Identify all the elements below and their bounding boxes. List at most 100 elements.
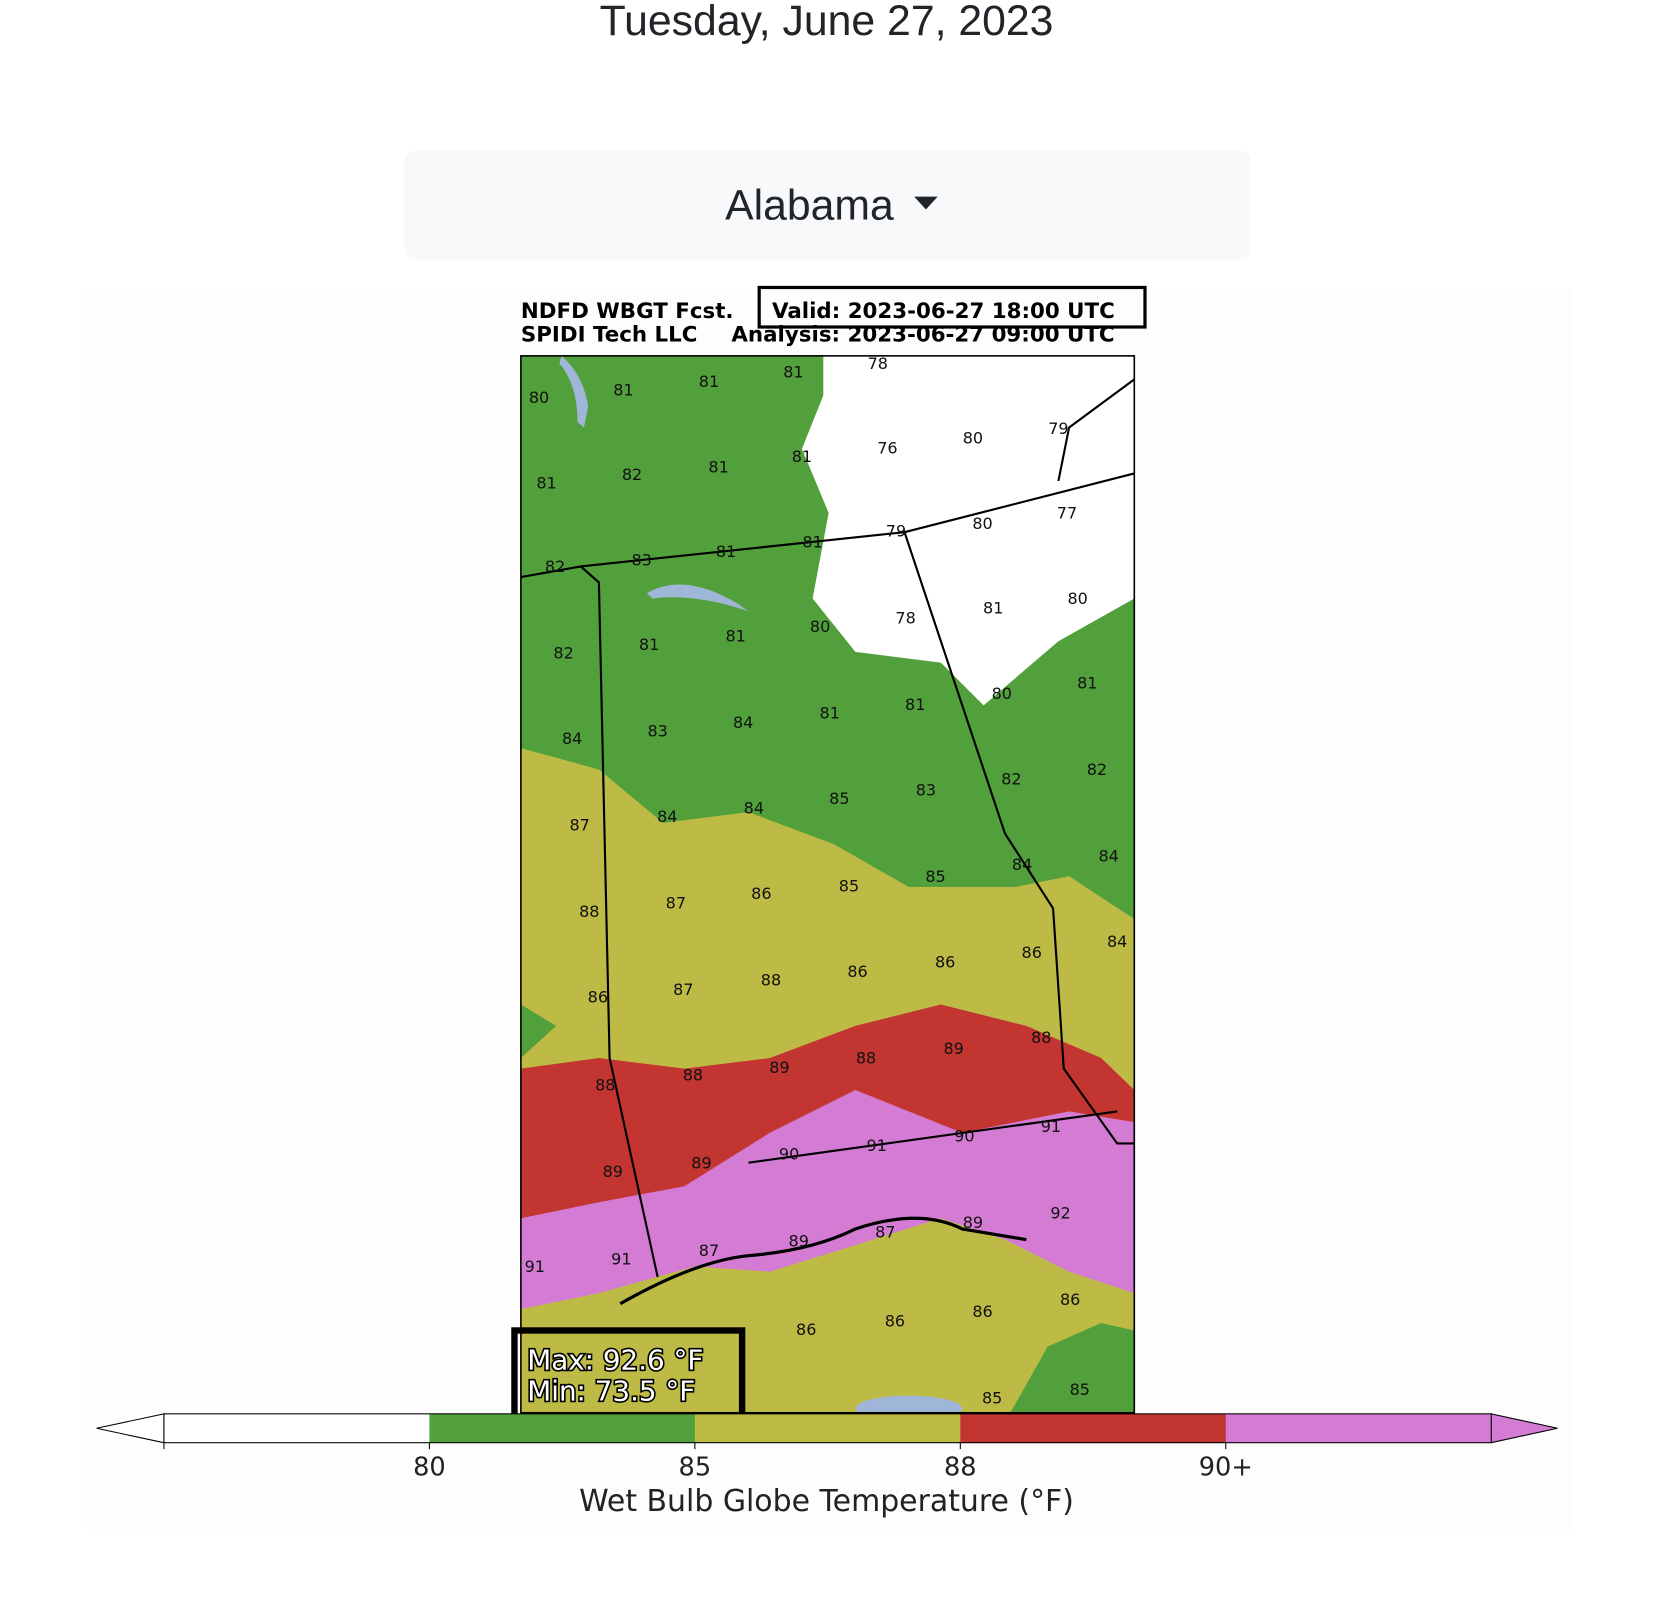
dropdown-label[interactable]: Alabama bbox=[725, 182, 894, 230]
map-value-label: 89 bbox=[769, 1058, 789, 1077]
coastline bbox=[619, 1216, 1027, 1306]
map-value-label: 87 bbox=[875, 1223, 895, 1242]
map-value-label: 81 bbox=[783, 362, 803, 381]
map-value-label: 85 bbox=[1070, 1380, 1090, 1399]
map-value-label: 81 bbox=[905, 695, 925, 714]
colorbar-outline bbox=[163, 1413, 1492, 1444]
map-value-label: 86 bbox=[1022, 943, 1042, 962]
map-value-label: 88 bbox=[761, 971, 781, 990]
map-value-label: 81 bbox=[639, 635, 659, 654]
map-value-label: 80 bbox=[810, 617, 830, 636]
map-value-label: 85 bbox=[839, 876, 859, 895]
analysis-time: Analysis: 2023-06-27 09:00 UTC bbox=[731, 323, 1114, 348]
zone-green-west bbox=[520, 1004, 557, 1058]
map-value-label: 81 bbox=[820, 703, 840, 722]
map-value-label: 89 bbox=[789, 1231, 809, 1250]
map-value-label: 89 bbox=[943, 1039, 963, 1058]
map-value-label: 79 bbox=[1048, 419, 1068, 438]
stat-max: Max: 92.6 °F bbox=[527, 1343, 703, 1376]
map-value-label: 90 bbox=[779, 1145, 799, 1164]
date-heading: Tuesday, June 27, 2023 bbox=[600, 0, 1054, 45]
map-value-label: 83 bbox=[916, 780, 936, 799]
map-value-label: 89 bbox=[603, 1162, 623, 1181]
map-value-label: 84 bbox=[1107, 932, 1127, 951]
colorbar-tick-label: 80 bbox=[413, 1452, 446, 1482]
colorbar-tick-label: 90+ bbox=[1199, 1452, 1253, 1482]
map-value-label: 81 bbox=[1077, 673, 1097, 692]
zone-green-gulf bbox=[1010, 1323, 1135, 1413]
map-value-label: 80 bbox=[1067, 589, 1087, 608]
map-value-label: 84 bbox=[562, 729, 582, 748]
colorbar-segment bbox=[163, 1413, 430, 1443]
colorbar-tick-label: 85 bbox=[679, 1452, 712, 1482]
map: 80 81 81 81 78 80 79 76 81 81 82 81 77 80 79 81 81 83 82 80… bbox=[520, 355, 1135, 1413]
river bbox=[559, 355, 589, 428]
map-value-label: 91 bbox=[867, 1136, 887, 1155]
map-value-label: 81 bbox=[708, 458, 728, 477]
map-value-label: 86 bbox=[1060, 1290, 1080, 1309]
map-value-label: 81 bbox=[725, 626, 745, 645]
map-source: SPIDI Tech LLC bbox=[521, 323, 698, 348]
map-value-label: 81 bbox=[613, 381, 633, 400]
map-value-label: 82 bbox=[553, 644, 573, 663]
colorbar-label: Wet Bulb Globe Temperature (°F) bbox=[579, 1484, 1074, 1519]
map-value-label: 83 bbox=[631, 551, 651, 570]
map-value-label: 85 bbox=[925, 867, 945, 886]
map-value-label: 88 bbox=[579, 902, 599, 921]
colorbar-tick-label: 88 bbox=[944, 1452, 977, 1482]
map-value-label: 89 bbox=[691, 1153, 711, 1172]
map-value-label: 81 bbox=[802, 532, 822, 551]
map-value-label: 92 bbox=[1050, 1204, 1070, 1223]
colorbar-segment bbox=[1225, 1413, 1492, 1443]
dropdown[interactable] bbox=[404, 150, 1251, 260]
map-value-label: 86 bbox=[972, 1302, 992, 1321]
map-frame bbox=[520, 355, 1136, 1414]
map-value-label: 86 bbox=[847, 962, 867, 981]
map-value-label: 86 bbox=[885, 1311, 905, 1330]
map-value-label: 80 bbox=[963, 429, 983, 448]
map-labels: 80 81 81 81 78 80 79 76 81 81 82 81 77 80 79 81 81 83 82 80… bbox=[525, 356, 1128, 1408]
map-value-label: 81 bbox=[716, 542, 736, 561]
map-value-label: 87 bbox=[673, 980, 693, 999]
map-value-label: 89 bbox=[963, 1213, 983, 1232]
map-value-label: 78 bbox=[895, 608, 915, 627]
map-value-label: 87 bbox=[569, 816, 589, 835]
map-value-label: 82 bbox=[622, 465, 642, 484]
map-value-label: 91 bbox=[1041, 1117, 1061, 1136]
map-value-label: 82 bbox=[545, 557, 565, 576]
colorbar: 80 85 88 90+ bbox=[96, 1413, 1558, 1482]
map-value-label: 81 bbox=[536, 474, 556, 493]
map-value-label: 84 bbox=[1098, 847, 1118, 866]
state-borders bbox=[520, 378, 1135, 1278]
colorbar-segment bbox=[694, 1413, 961, 1443]
map-value-label: 86 bbox=[751, 884, 771, 903]
map-value-label: 82 bbox=[1087, 760, 1107, 779]
dropdown-caret[interactable] bbox=[914, 196, 938, 210]
map-value-label: 79 bbox=[886, 522, 906, 541]
colorbar-segment bbox=[429, 1413, 696, 1443]
map-value-label: 83 bbox=[647, 722, 667, 741]
map-value-label: 77 bbox=[1057, 504, 1077, 523]
map-value-label: 86 bbox=[588, 988, 608, 1007]
map-value-label: 76 bbox=[877, 438, 897, 457]
water bbox=[855, 1395, 963, 1413]
map-value-label: 84 bbox=[733, 713, 753, 732]
map-value-label: 81 bbox=[699, 372, 719, 391]
map-value-label: 80 bbox=[529, 388, 549, 407]
map-value-label: 84 bbox=[744, 798, 764, 817]
stat-min: Min: 73.5 °F bbox=[527, 1374, 695, 1407]
map-value-label: 85 bbox=[829, 789, 849, 808]
map-value-label: 80 bbox=[992, 684, 1012, 703]
map-value-label: 88 bbox=[595, 1075, 615, 1094]
map-value-label: 81 bbox=[792, 447, 812, 466]
valid-time: Valid: 2023-06-27 18:00 UTC bbox=[772, 299, 1115, 324]
map-value-label: 84 bbox=[1012, 855, 1032, 874]
map-value-label: 91 bbox=[525, 1257, 545, 1276]
map-value-label: 86 bbox=[935, 952, 955, 971]
map-value-label: 88 bbox=[683, 1066, 703, 1085]
map-value-label: 90 bbox=[954, 1127, 974, 1146]
map-value-label: 87 bbox=[666, 894, 686, 913]
map-value-label: 91 bbox=[611, 1249, 631, 1268]
